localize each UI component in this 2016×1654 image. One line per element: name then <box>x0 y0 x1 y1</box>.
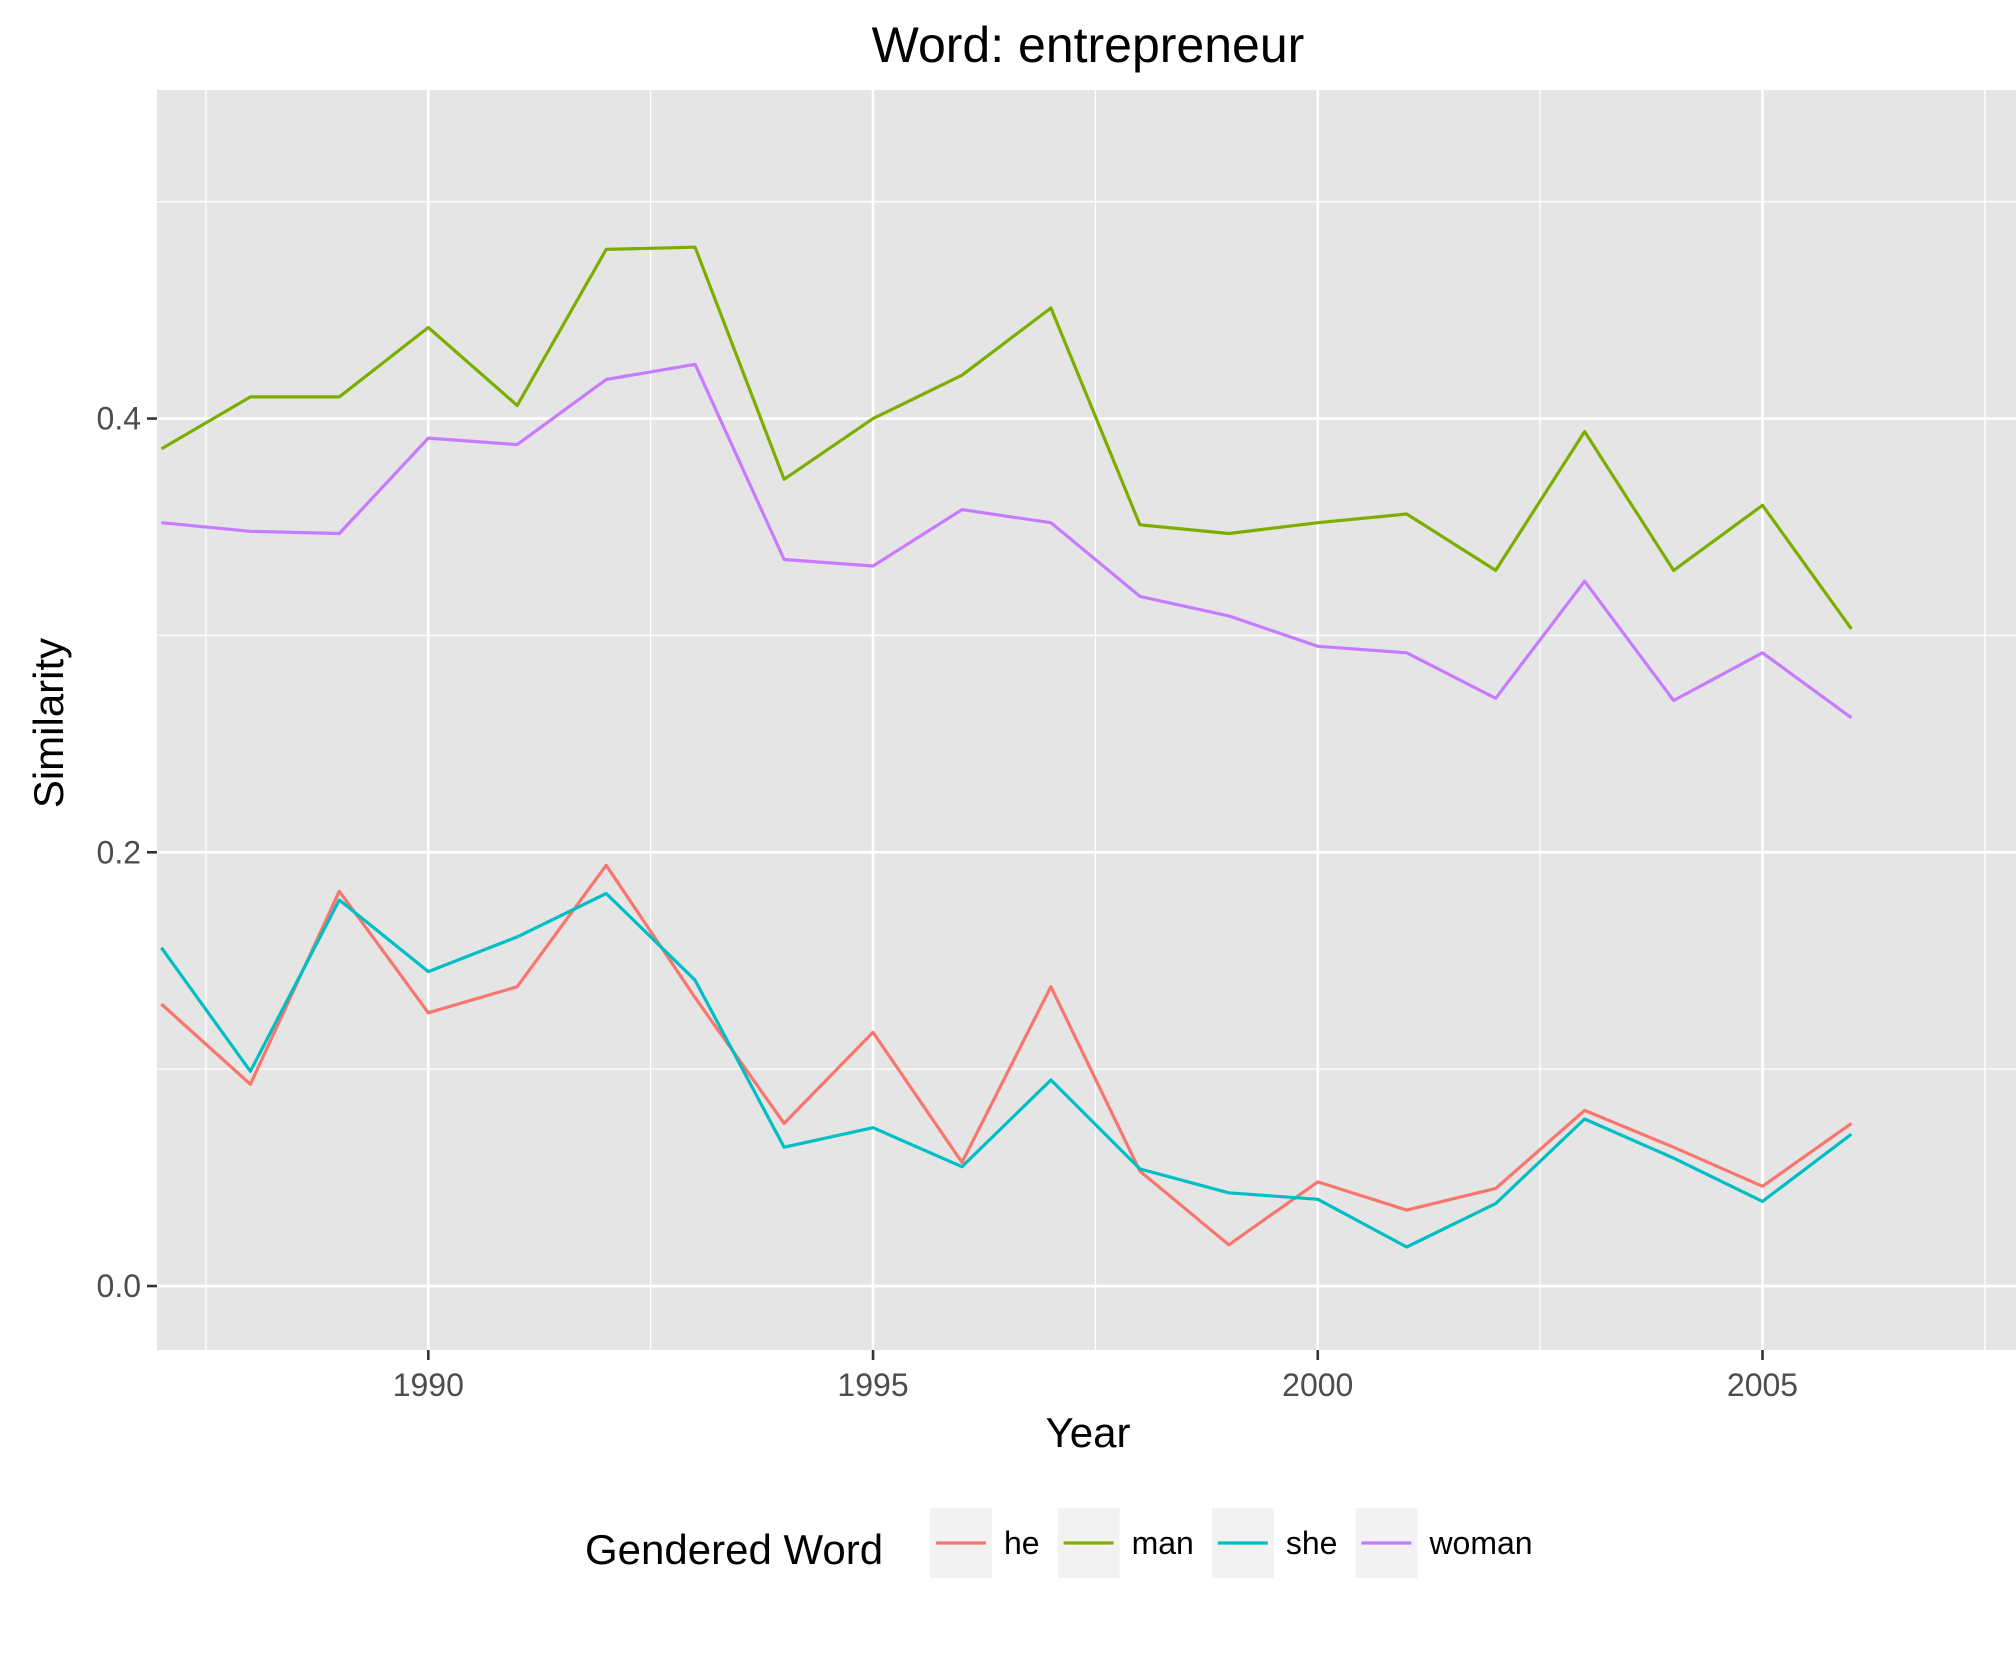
legend-label-woman: woman <box>1428 1525 1532 1561</box>
legend-title: Gendered Word <box>585 1526 883 1573</box>
plot-panel <box>157 90 2016 1350</box>
x-tick-label: 2005 <box>1727 1367 1798 1403</box>
x-tick-label: 2000 <box>1282 1367 1353 1403</box>
legend-label-he: he <box>1004 1525 1040 1561</box>
series-lines <box>160 245 1853 1249</box>
legend-label-man: man <box>1132 1525 1194 1561</box>
x-tick-label: 1995 <box>837 1367 908 1403</box>
legend-items: he man she woman <box>930 1508 1533 1578</box>
gridlines <box>157 90 2016 1350</box>
chart-title: Word: entrepreneur <box>872 17 1305 73</box>
series-line-woman <box>161 362 1853 720</box>
y-tick-label: 0.0 <box>97 1268 141 1304</box>
x-tick-label: 1990 <box>393 1367 464 1403</box>
legend: Gendered Word he man she woman <box>585 1508 1533 1578</box>
legend-label-she: she <box>1286 1525 1338 1561</box>
series-line-she <box>160 891 1853 1249</box>
series-line-man <box>160 245 1853 630</box>
x-axis-title: Year <box>1046 1409 1131 1456</box>
y-tick-label: 0.2 <box>97 834 141 870</box>
x-axis: 1990 1995 2000 2005 <box>393 1350 1798 1403</box>
y-axis: 0.0 0.2 0.4 <box>97 401 157 1304</box>
series-line-he <box>160 863 1853 1247</box>
y-tick-label: 0.4 <box>97 401 141 437</box>
y-axis-title: Similarity <box>25 638 72 808</box>
